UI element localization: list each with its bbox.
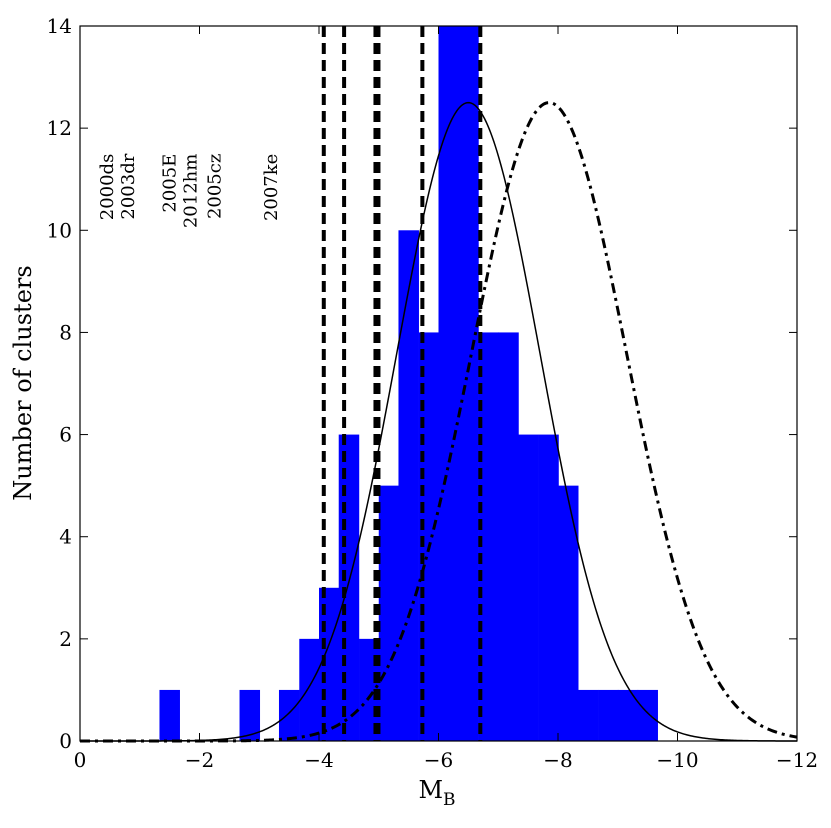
- x-axis-label: MB: [418, 776, 455, 810]
- y-tick-label-6: 12: [47, 116, 72, 140]
- supernova-label-3: 2012hm: [181, 154, 202, 228]
- y-tick-label-2: 4: [59, 525, 72, 549]
- histogram-bar-13: [498, 332, 519, 741]
- supernova-label-4: 2005cz: [204, 154, 225, 219]
- x-tick-label-5: −10: [656, 748, 698, 772]
- axes: 0 −2 −4 −6 −8 −10 −12 0 2 4 6 8 10 12 14: [47, 14, 819, 772]
- y-axis-label: Number of clusters: [9, 265, 37, 500]
- histogram-bar-15: [538, 434, 559, 741]
- supernova-labels: 2000ds 2003dr 2005E 2012hm 2005cz 2007ke: [97, 153, 282, 228]
- y-tick-label-0: 0: [59, 729, 72, 753]
- supernova-label-1: 2003dr: [118, 153, 139, 219]
- histogram-bar-10: [438, 26, 459, 741]
- histogram-bar-14: [517, 434, 539, 741]
- x-tick-label-4: −8: [543, 748, 572, 772]
- supernova-label-5: 2007ke: [261, 154, 282, 221]
- y-tick-label-3: 6: [59, 423, 72, 447]
- histogram-bar-1: [239, 689, 261, 741]
- histogram-bar-20: [637, 689, 658, 741]
- supernova-label-2: 2005E: [160, 154, 181, 213]
- x-tick-label-6: −12: [776, 748, 818, 772]
- histogram-bar-0: [159, 689, 180, 741]
- histogram-bar-5: [338, 434, 360, 741]
- supernova-lines: [321, 26, 483, 741]
- x-axis-label-main: M: [418, 776, 443, 804]
- histogram-bar-19: [617, 689, 639, 741]
- histogram-bar-8: [398, 230, 419, 742]
- histogram-bars: [159, 26, 658, 742]
- x-tick-label-2: −4: [304, 748, 333, 772]
- histogram-bar-12: [478, 332, 500, 741]
- histogram-bar-18: [598, 689, 619, 741]
- histogram-bar-17: [577, 689, 599, 741]
- y-tick-label-7: 14: [47, 14, 72, 38]
- y-tick-label-1: 2: [59, 627, 72, 651]
- x-axis-label-subscript: B: [443, 790, 456, 810]
- histogram-bar-7: [378, 485, 400, 741]
- histogram-bar-11: [458, 26, 479, 741]
- histogram-bar-2: [278, 689, 300, 741]
- supernova-label-0: 2000ds: [97, 154, 118, 221]
- x-tick-label-0: 0: [74, 748, 87, 772]
- histogram-bar-16: [558, 485, 579, 741]
- x-tick-label-3: −6: [424, 748, 453, 772]
- y-tick-label-4: 8: [59, 320, 72, 344]
- histogram-bar-3: [299, 638, 320, 741]
- y-tick-label-5: 10: [47, 218, 72, 242]
- x-tick-label-1: −2: [185, 748, 214, 772]
